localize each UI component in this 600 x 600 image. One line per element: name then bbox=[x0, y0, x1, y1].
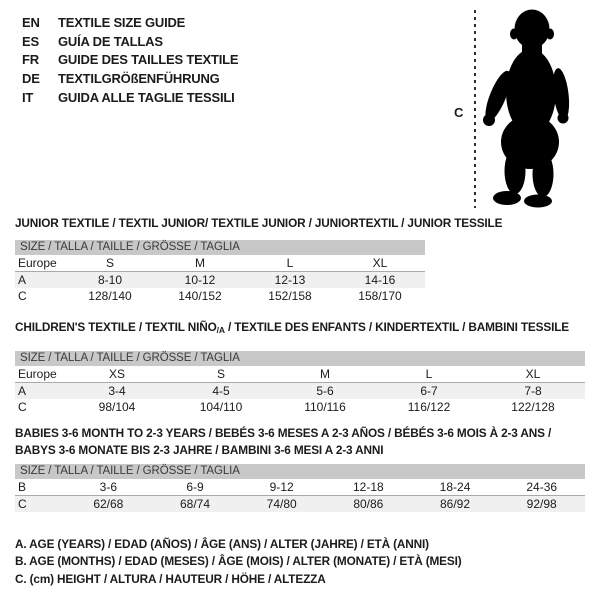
language-row: IT GUIDA ALLE TAGLIE TESSILI bbox=[22, 88, 238, 107]
table-cell: 122/128 bbox=[511, 400, 555, 414]
height-measure-label: C bbox=[454, 105, 464, 120]
table-cell: S bbox=[105, 256, 114, 270]
table-cell: 158/170 bbox=[358, 289, 402, 303]
table-cell: M bbox=[320, 367, 330, 381]
language-code: EN bbox=[22, 14, 40, 30]
children-title-subscript: /A bbox=[216, 325, 225, 335]
table-cell: 10-12 bbox=[184, 273, 216, 287]
table-cell: 152/158 bbox=[268, 289, 312, 303]
row-label: A bbox=[18, 384, 27, 398]
table-cell: 86/92 bbox=[440, 497, 471, 511]
table-row-height: C 98/104 104/110 110/116 116/122 122/128 bbox=[15, 399, 585, 415]
table-cell: 12-13 bbox=[274, 273, 306, 287]
language-code: DE bbox=[22, 71, 40, 87]
legend-line-b: B. AGE (MONTHS) / EDAD (MESES) / ÂGE (MO… bbox=[15, 554, 462, 569]
babies-size-table: SIZE / TALLA / TAILLE / GRÖSSE / TAGLIA … bbox=[15, 464, 585, 512]
table-row-europe: Europe XS S M L XL bbox=[15, 366, 585, 383]
table-cell: 3-6 bbox=[99, 480, 117, 494]
language-row: DE TEXTILGRÖßENFÜHRUNG bbox=[22, 69, 238, 88]
table-cell: XS bbox=[108, 367, 125, 381]
legend-line-a: A. AGE (YEARS) / EDAD (AÑOS) / ÂGE (ANS)… bbox=[15, 537, 429, 551]
language-code: ES bbox=[22, 33, 39, 49]
table-row-age: A 3-4 4-5 5-6 6-7 7-8 bbox=[15, 383, 585, 399]
language-code: FR bbox=[22, 52, 39, 68]
table-cell: 3-4 bbox=[108, 384, 126, 398]
table-row-europe: Europe S M L XL bbox=[15, 255, 425, 272]
table-cell: 68/74 bbox=[179, 497, 211, 511]
row-label: B bbox=[18, 480, 27, 494]
table-row-height: C 128/140 140/152 152/158 158/170 bbox=[15, 288, 425, 304]
children-title-prefix: CHILDREN'S TEXTILE / TEXTIL NIÑO bbox=[15, 320, 217, 334]
table-cell: 62/68 bbox=[93, 497, 124, 511]
table-row-height: C 62/68 68/74 74/80 80/86 86/92 92/98 bbox=[15, 496, 585, 512]
row-label: Europe bbox=[18, 367, 57, 381]
language-code: IT bbox=[22, 90, 34, 106]
language-title: GUIDE DES TAILLES TEXTILE bbox=[58, 52, 239, 68]
junior-section-title: JUNIOR TEXTILE / TEXTIL JUNIOR/ TEXTILE … bbox=[15, 216, 503, 230]
table-cell: 80/86 bbox=[353, 497, 384, 511]
babies-section-title: BABIES 3-6 MONTH TO 2-3 YEARS / BEBÉS 3-… bbox=[15, 425, 585, 459]
table-row-age-months: B 3-6 6-9 9-12 12-18 18-24 24-36 bbox=[15, 479, 585, 496]
table-cell: 98/104 bbox=[98, 400, 136, 414]
table-cell: 92/98 bbox=[526, 497, 557, 511]
table-cell: L bbox=[425, 367, 433, 381]
row-label: Europe bbox=[18, 256, 57, 270]
table-cell: 7-8 bbox=[524, 384, 542, 398]
children-size-table: SIZE / TALLA / TAILLE / GRÖSSE / TAGLIA … bbox=[15, 351, 585, 415]
table-cell: L bbox=[286, 256, 294, 270]
table-cell: 9-12 bbox=[269, 480, 294, 494]
language-row: ES GUÍA DE TALLAS bbox=[22, 32, 238, 51]
table-cell: XL bbox=[525, 367, 541, 381]
table-cell: 14-16 bbox=[364, 273, 396, 287]
legend-line-c: C. (cm) HEIGHT / ALTURA / HAUTEUR / HÖHE… bbox=[15, 571, 326, 586]
table-cell: 5-6 bbox=[316, 384, 334, 398]
row-label: C bbox=[18, 497, 27, 511]
legend: A. AGE (YEARS) / EDAD (AÑOS) / ÂGE (ANS)… bbox=[15, 536, 462, 588]
table-cell: M bbox=[195, 256, 205, 270]
table-cell: S bbox=[216, 367, 225, 381]
language-title: GUIDA ALLE TAGLIE TESSILI bbox=[58, 90, 235, 106]
table-cell: 110/116 bbox=[304, 400, 346, 414]
size-header-band: SIZE / TALLA / TAILLE / GRÖSSE / TAGLIA bbox=[15, 464, 585, 479]
row-label: C bbox=[18, 289, 27, 303]
table-cell: XL bbox=[372, 256, 388, 270]
row-label: C bbox=[18, 400, 27, 414]
junior-size-table: SIZE / TALLA / TAILLE / GRÖSSE / TAGLIA … bbox=[15, 240, 425, 304]
table-row-age: A 8-10 10-12 12-13 14-16 bbox=[15, 272, 425, 288]
table-cell: 6-9 bbox=[186, 480, 204, 494]
table-cell: 116/122 bbox=[407, 400, 451, 414]
size-header-band: SIZE / TALLA / TAILLE / GRÖSSE / TAGLIA bbox=[15, 351, 585, 366]
language-title: GUÍA DE TALLAS bbox=[58, 33, 163, 49]
table-cell: 18-24 bbox=[439, 480, 471, 494]
table-cell: 128/140 bbox=[88, 289, 132, 303]
language-row: EN TEXTILE SIZE GUIDE bbox=[22, 13, 238, 32]
table-cell: 140/152 bbox=[178, 289, 222, 303]
table-cell: 104/110 bbox=[199, 400, 243, 414]
table-cell: 4-5 bbox=[212, 384, 230, 398]
language-row: FR GUIDE DES TAILLES TEXTILE bbox=[22, 51, 239, 70]
children-title-suffix: / TEXTILE DES ENFANTS / KINDERTEXTIL / B… bbox=[224, 320, 569, 334]
table-cell: 8-10 bbox=[97, 273, 123, 287]
table-cell: 6-7 bbox=[420, 384, 438, 398]
language-title: TEXTILE SIZE GUIDE bbox=[58, 14, 186, 30]
baby-silhouette-icon bbox=[483, 9, 570, 208]
height-measure-dotted-line bbox=[474, 10, 476, 208]
size-header-band: SIZE / TALLA / TAILLE / GRÖSSE / TAGLIA bbox=[15, 240, 425, 255]
language-title: TEXTILGRÖßENFÜHRUNG bbox=[58, 71, 220, 87]
babies-title-line1: BABIES 3-6 MONTH TO 2-3 YEARS / BEBÉS 3-… bbox=[15, 426, 552, 440]
table-cell: 12-18 bbox=[353, 480, 384, 494]
babies-title-line2: BABYS 3-6 MONATE BIS 2-3 JAHRE / BAMBINI… bbox=[15, 443, 384, 457]
language-list: EN TEXTILE SIZE GUIDE ES GUÍA DE TALLAS … bbox=[22, 13, 239, 107]
children-section-title: CHILDREN'S TEXTILE / TEXTIL NIÑO/A / TEX… bbox=[15, 319, 569, 337]
table-cell: 24-36 bbox=[526, 480, 558, 494]
table-cell: 74/80 bbox=[266, 497, 297, 511]
row-label: A bbox=[18, 273, 27, 287]
